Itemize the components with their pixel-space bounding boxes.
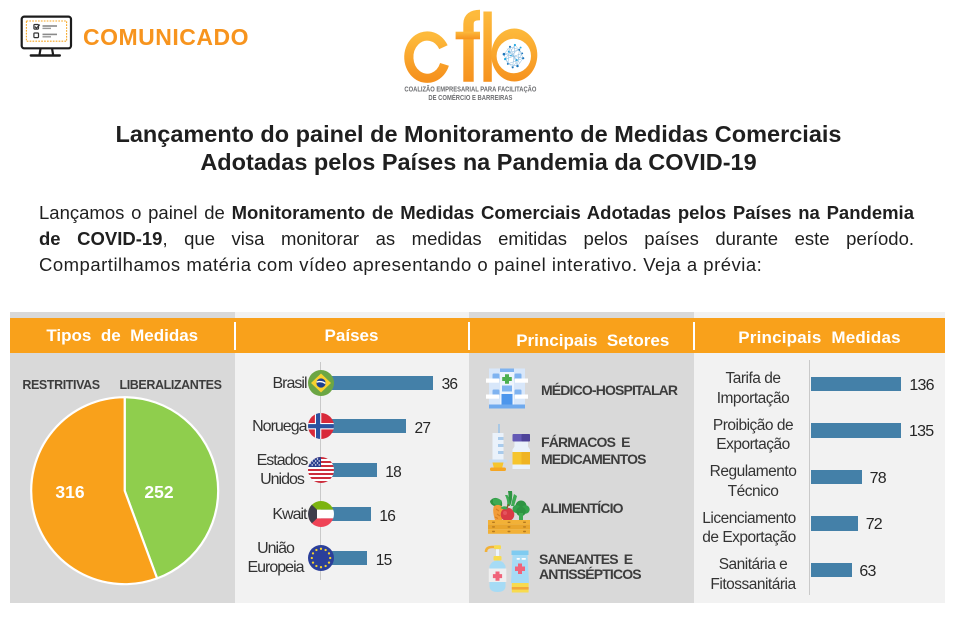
svg-text:316: 316 [55,482,84,502]
svg-text:252: 252 [144,482,173,502]
svg-text:DE COMÉRCIO E BARREIRAS: DE COMÉRCIO E BARREIRAS [428,93,512,102]
svg-text:COALIZÃO EMPRESARIAL PARA FACI: COALIZÃO EMPRESARIAL PARA FACILITAÇÃO [404,85,536,94]
